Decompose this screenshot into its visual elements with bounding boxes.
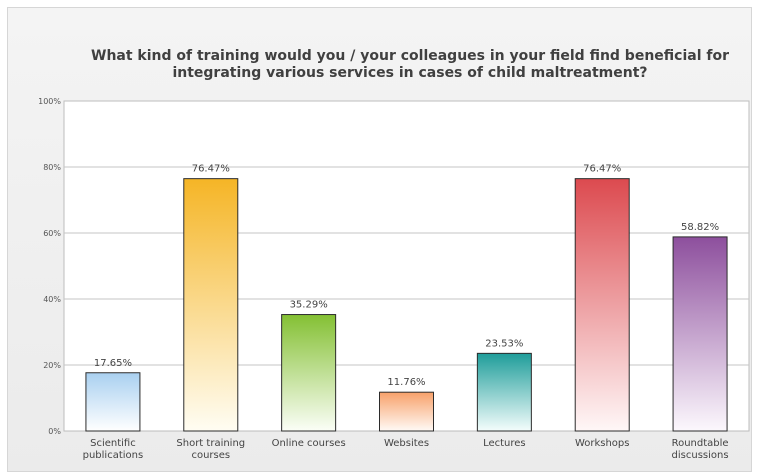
bar: [672, 236, 728, 432]
x-tick-label: Scientific: [90, 438, 136, 449]
x-tick-label: Workshops: [575, 438, 630, 449]
bar: [476, 352, 532, 432]
y-tick-label: 20%: [43, 361, 61, 370]
x-tick-label: Roundtable: [672, 438, 729, 449]
data-label: 76.47%: [192, 164, 230, 175]
x-tick-label: Online courses: [272, 438, 346, 449]
data-label: 76.47%: [583, 164, 621, 175]
chart-title-line-2: integrating various services in cases of…: [172, 65, 648, 81]
y-tick-label: 100%: [38, 97, 61, 106]
x-tick-label: discussions: [672, 450, 729, 461]
bar: [183, 178, 239, 432]
data-label: 23.53%: [485, 338, 523, 349]
chart-title: What kind of training would you / your c…: [60, 48, 759, 82]
y-tick-label: 60%: [43, 229, 61, 238]
data-label: 58.82%: [681, 222, 719, 233]
x-tick-label: Websites: [384, 438, 429, 449]
chart-title-line-1: What kind of training would you / your c…: [91, 48, 729, 64]
y-tick-label: 80%: [43, 163, 61, 172]
x-tick-label: Short training: [176, 438, 245, 449]
x-tick-label: publications: [83, 450, 144, 461]
bar: [379, 391, 434, 432]
bar: [281, 314, 337, 432]
x-tick-label: Lectures: [483, 438, 526, 449]
data-label: 17.65%: [94, 358, 132, 369]
bar: [574, 178, 630, 432]
y-tick-label: 40%: [43, 295, 61, 304]
x-tick-label: courses: [191, 450, 230, 461]
plot-area: [63, 100, 750, 432]
y-tick-label: 0%: [48, 427, 61, 436]
data-label: 11.76%: [387, 377, 425, 388]
bar: [85, 372, 141, 432]
data-label: 35.29%: [290, 300, 328, 311]
